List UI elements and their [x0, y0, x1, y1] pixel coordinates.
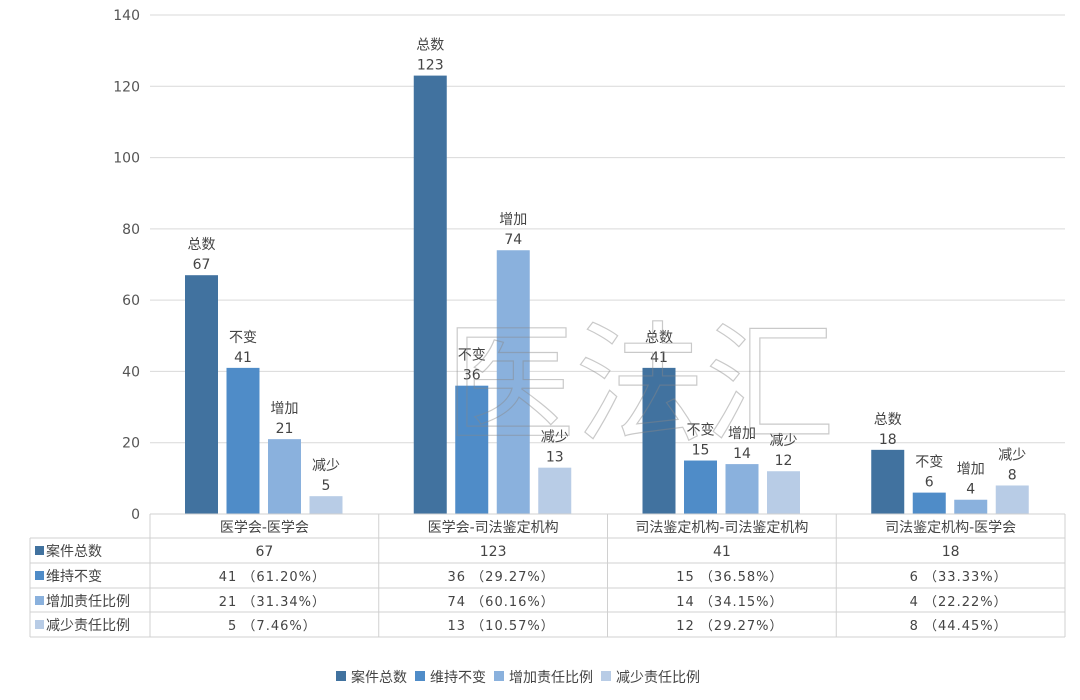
- bar: [185, 275, 218, 514]
- y-tick-label: 80: [122, 222, 140, 238]
- data-label-name: 减少: [998, 447, 1026, 463]
- y-tick-label: 40: [122, 364, 140, 380]
- bar: [995, 485, 1029, 514]
- data-label-name: 增加: [499, 212, 527, 228]
- y-tick-label: 60: [122, 293, 140, 309]
- legend-label: 维持不变: [430, 670, 486, 686]
- category-label: 医学会-医学会: [220, 520, 309, 536]
- bar: [871, 449, 905, 514]
- data-label-name: 不变: [229, 330, 257, 346]
- table-row-header: 案件总数: [46, 543, 102, 560]
- data-label-value: 18: [879, 432, 897, 448]
- bar: [413, 75, 447, 514]
- data-label-name: 减少: [312, 458, 340, 474]
- legend-label: 案件总数: [351, 669, 407, 686]
- data-label-value: 123: [417, 58, 444, 74]
- table-cell: 13 （10.57%）: [448, 619, 555, 634]
- bar: [226, 367, 260, 514]
- category-label: 医学会-司法鉴定机构: [428, 520, 559, 536]
- legend-key-square: [35, 546, 44, 555]
- data-label-name: 增加: [728, 426, 756, 442]
- y-tick-label: 100: [113, 151, 140, 167]
- data-label-name: 增加: [957, 462, 985, 478]
- data-label-name: 不变: [458, 348, 486, 364]
- data-label-value: 41: [650, 350, 668, 366]
- legend-label: 减少责任比例: [616, 670, 700, 686]
- category-label: 司法鉴定机构-司法鉴定机构: [635, 520, 808, 536]
- data-label-value: 36: [463, 368, 481, 384]
- category-label: 司法鉴定机构-医学会: [885, 520, 1016, 536]
- y-tick-label: 120: [113, 79, 140, 95]
- data-label-name: 增加: [271, 401, 299, 417]
- table-cell: 123: [480, 544, 507, 560]
- legend-key-square: [35, 596, 44, 605]
- table-cell: 21 （31.34%）: [219, 595, 326, 610]
- table-row-header: 增加责任比例: [46, 594, 130, 610]
- legend-swatch: [601, 671, 611, 681]
- legend-swatch: [494, 671, 504, 681]
- table-cell: 74 （60.16%）: [448, 595, 555, 610]
- y-tick-label: 140: [113, 8, 140, 24]
- data-label-name: 不变: [687, 423, 715, 439]
- legend-swatch: [336, 671, 346, 681]
- table-row-header: 维持不变: [46, 569, 102, 585]
- data-label-value: 15: [692, 443, 710, 459]
- y-tick-label: 0: [131, 507, 140, 523]
- bar: [268, 439, 301, 514]
- data-label-name: 总数: [188, 237, 216, 253]
- bar: [912, 492, 946, 514]
- bar: [767, 471, 800, 514]
- data-label-value: 67: [193, 257, 211, 273]
- data-label-value: 14: [733, 446, 751, 462]
- table-cell: 18: [942, 544, 960, 560]
- data-label-value: 5: [322, 478, 331, 494]
- data-label-name: 总数: [874, 412, 902, 428]
- bar: [455, 385, 489, 514]
- data-label-name: 不变: [915, 455, 943, 471]
- legend-label: 增加责任比例: [509, 670, 593, 686]
- table-row-header: 减少责任比例: [46, 618, 130, 634]
- data-label-value: 4: [966, 482, 975, 498]
- data-label-value: 6: [925, 475, 934, 491]
- data-label-value: 8: [1008, 467, 1017, 483]
- legend-swatch: [415, 671, 425, 681]
- legend-key-square: [35, 620, 44, 629]
- bar: [725, 464, 759, 514]
- data-label-value: 41: [234, 350, 252, 366]
- bar: [684, 460, 717, 514]
- legend-key-square: [35, 571, 44, 580]
- table-cell: 67: [255, 544, 273, 560]
- table-cell: 4 （22.22%）: [910, 595, 1008, 610]
- table-cell: 8 （44.45%）: [910, 619, 1008, 634]
- y-tick-label: 20: [122, 436, 140, 452]
- table-cell: 6 （33.33%）: [910, 570, 1008, 585]
- bar: [642, 367, 676, 514]
- table-cell: 14 （34.15%）: [676, 595, 783, 610]
- data-label-value: 21: [276, 421, 294, 437]
- table-cell: 41 （61.20%）: [219, 570, 326, 585]
- bar: [538, 467, 572, 514]
- data-label-name: 减少: [770, 433, 798, 449]
- table-cell: 12 （29.27%）: [676, 619, 783, 634]
- table-cell: 41: [713, 544, 731, 560]
- table-cell: 5 （7.46%）: [228, 619, 317, 634]
- data-label-name: 总数: [645, 330, 673, 346]
- bar: [954, 499, 988, 514]
- table-cell: 15 （36.58%）: [676, 570, 783, 585]
- data-label-value: 74: [504, 232, 522, 248]
- bar: [496, 250, 530, 514]
- bar: [309, 496, 343, 514]
- watermark: 医法汇: [445, 309, 835, 461]
- data-label-name: 总数: [416, 38, 444, 54]
- data-label-name: 减少: [541, 430, 569, 446]
- table-cell: 36 （29.27%）: [448, 570, 555, 585]
- data-label-value: 12: [775, 453, 793, 469]
- data-label-value: 13: [546, 450, 564, 466]
